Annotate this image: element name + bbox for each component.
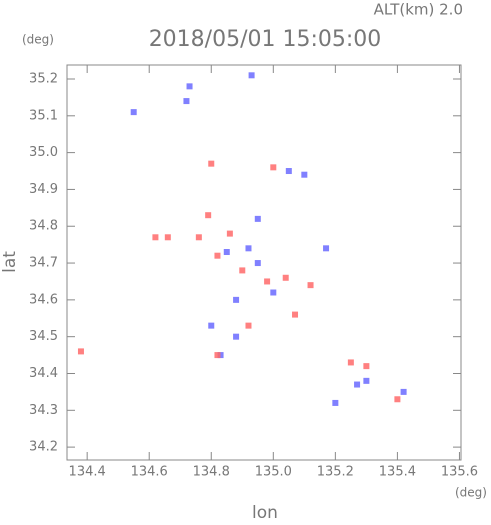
data-point (226, 230, 233, 237)
y-tick-label: 34.4 (29, 366, 58, 381)
data-point (214, 252, 221, 259)
data-point (285, 168, 292, 175)
data-point (239, 267, 246, 274)
data-point (307, 282, 314, 289)
data-point (195, 234, 202, 241)
data-point (332, 399, 339, 406)
y-tick-label: 35.2 (29, 71, 58, 86)
data-point (214, 352, 221, 359)
y-unit: (deg) (22, 33, 54, 47)
y-tick-label: 34.6 (29, 292, 58, 307)
data-point (363, 377, 370, 384)
data-point (270, 289, 277, 296)
x-tick-label: 135.6 (441, 465, 478, 480)
x-tick-label: 135.0 (255, 465, 292, 480)
y-tick-label: 34.7 (29, 256, 58, 271)
y-tick-label: 34.3 (29, 403, 58, 418)
chart-subtitle: ALT(km) 2.0 (374, 1, 463, 19)
data-point (223, 249, 230, 256)
data-point (208, 322, 215, 329)
data-point (323, 245, 330, 252)
data-point (254, 215, 261, 222)
data-point (301, 171, 308, 178)
data-point (400, 388, 407, 395)
x-tick-label: 134.4 (69, 465, 106, 480)
data-point (245, 245, 252, 252)
data-point (245, 322, 252, 329)
chart-title: 2018/05/01 15:05:00 (149, 27, 382, 52)
data-point (164, 234, 171, 241)
data-point (354, 381, 361, 388)
y-tick-label: 34.9 (29, 182, 58, 197)
data-point (347, 359, 354, 366)
y-tick-label: 35.0 (29, 145, 58, 160)
data-point (270, 164, 277, 171)
data-point (152, 234, 159, 241)
data-point (363, 363, 370, 370)
data-point (248, 72, 255, 79)
data-point (130, 109, 137, 116)
y-tick-label: 35.1 (29, 108, 58, 123)
y-tick-label: 34.8 (29, 219, 58, 234)
data-point (264, 278, 271, 285)
y-tick-label: 34.2 (29, 440, 58, 455)
data-point (77, 348, 84, 355)
data-point (254, 260, 261, 267)
x-tick-label: 134.6 (131, 465, 168, 480)
x-axis-title: lon (252, 503, 278, 521)
data-point (205, 212, 212, 219)
x-unit: (deg) (455, 486, 487, 500)
x-tick-label: 135.2 (317, 465, 354, 480)
y-tick-label: 34.5 (29, 329, 58, 344)
data-point (292, 311, 299, 318)
data-point (208, 160, 215, 167)
data-point (233, 296, 240, 303)
data-point (186, 83, 193, 90)
y-axis-title: lat (0, 251, 20, 273)
x-tick-label: 135.4 (379, 465, 416, 480)
data-point (183, 98, 190, 105)
data-point (282, 274, 289, 281)
data-point (217, 352, 224, 359)
plot-frame (66, 64, 462, 461)
data-point (233, 333, 240, 340)
data-point (394, 396, 401, 403)
x-tick-label: 134.8 (193, 465, 230, 480)
